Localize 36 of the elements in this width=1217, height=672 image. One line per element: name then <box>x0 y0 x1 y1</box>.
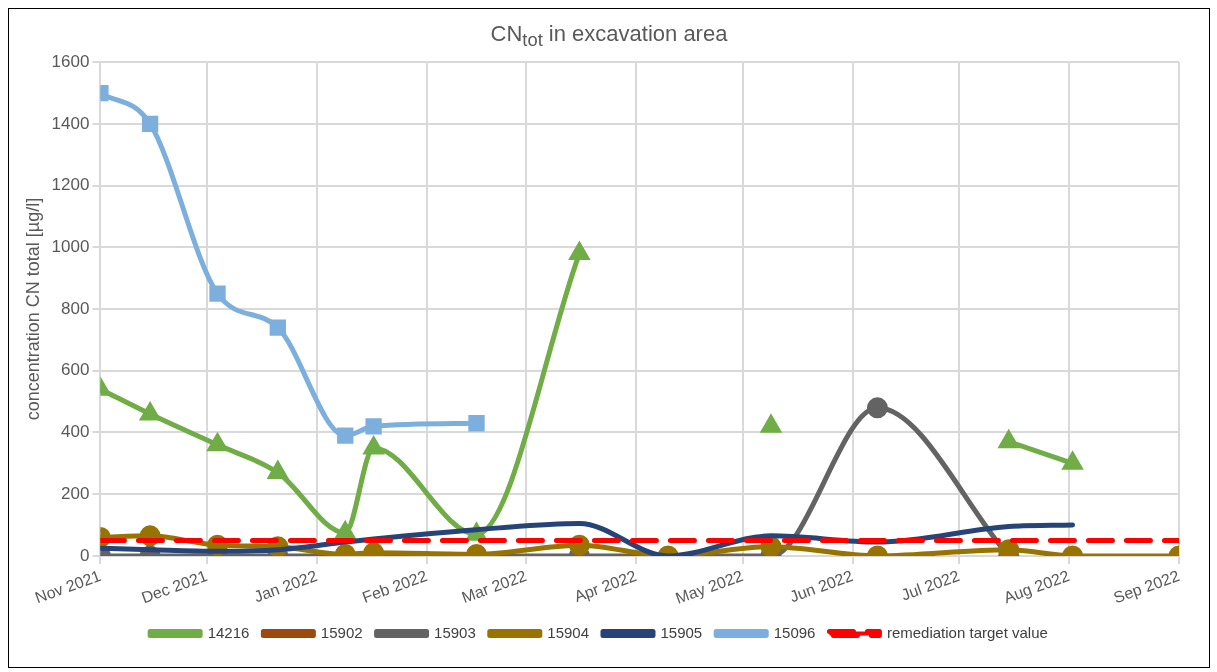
point <box>140 403 160 421</box>
legend-label: 15902 <box>320 623 363 641</box>
x-tick-label: Feb 2022 <box>360 566 430 607</box>
x-tick-label: Apr 2022 <box>571 566 639 606</box>
legend-label: remediation target value <box>886 623 1048 641</box>
x-tick-label: May 2022 <box>673 566 746 607</box>
point <box>141 115 159 133</box>
x-tick-label: Jul 2022 <box>898 566 962 604</box>
legend-label: 15904 <box>547 623 589 641</box>
y-tick-label: 1000 <box>51 237 90 257</box>
point <box>1061 450 1084 470</box>
x-tick-label: Aug 2022 <box>1001 566 1072 607</box>
x-tick-label: Nov 2021 <box>32 566 104 607</box>
x-tick-label: Jun 2022 <box>787 566 856 606</box>
point <box>759 413 783 433</box>
legend-label: 14216 <box>207 623 250 641</box>
x-tick-label: Jan 2022 <box>251 566 320 606</box>
y-tick-label: 1200 <box>51 175 90 195</box>
y-tick-label: 0 <box>79 545 90 565</box>
x-tick-label: Sep 2022 <box>1111 566 1182 607</box>
point <box>209 285 226 302</box>
point <box>364 437 384 455</box>
y-tick-label: 1600 <box>51 51 90 71</box>
y-tick-label: 400 <box>61 422 90 442</box>
y-tick-label: 600 <box>61 360 90 380</box>
y-tick-label: 1400 <box>51 113 90 133</box>
legend-label: 15905 <box>660 623 703 641</box>
chart-title: CN$_{tot}$ in excavation area <box>489 21 729 52</box>
x-tick-label: Dec 2021 <box>139 566 210 607</box>
y-tick-label: 200 <box>61 483 90 503</box>
y-tick-label: 800 <box>61 298 90 318</box>
x-tick-label: Mar 2022 <box>459 566 529 607</box>
legend-label: 15096 <box>773 623 816 641</box>
point <box>269 319 286 336</box>
y-axis-title: concentration CN total [µg/l] <box>22 197 43 421</box>
legend-label: 15903 <box>434 623 476 641</box>
